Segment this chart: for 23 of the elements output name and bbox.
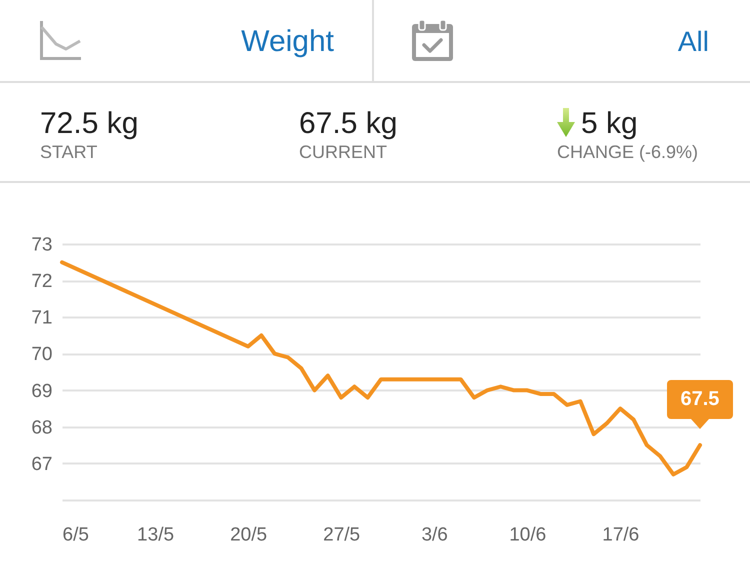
x-tick-label: 13/5 xyxy=(137,524,174,546)
x-tick-label: 27/5 xyxy=(323,524,360,546)
x-tick-label: 20/5 xyxy=(230,524,268,546)
y-tick-label: 70 xyxy=(31,344,52,366)
x-tick-label: 17/6 xyxy=(602,524,640,546)
text: CURRENT xyxy=(299,142,387,162)
text: START xyxy=(40,142,98,162)
x-tick-label: 6/5 xyxy=(62,524,89,546)
y-tick-label: 72 xyxy=(31,271,52,292)
text: 67.5 kg xyxy=(299,106,398,140)
text: 72.5 kg xyxy=(40,106,138,140)
text: 5 kg xyxy=(581,106,638,140)
text: Weight xyxy=(241,24,334,58)
y-tick-label: 67 xyxy=(31,454,52,475)
y-tick-label: 69 xyxy=(31,380,52,402)
y-tick-label: 68 xyxy=(31,417,52,438)
annotation: 67.5 xyxy=(666,380,734,420)
x-tick-label: 10/6 xyxy=(509,524,546,546)
y-tick-label: 73 xyxy=(31,234,52,256)
text: CHANGE (-6.9%) xyxy=(557,142,698,162)
y-tick-label: 71 xyxy=(31,308,52,329)
text: All xyxy=(678,26,709,58)
x-tick-label: 3/6 xyxy=(421,524,448,546)
